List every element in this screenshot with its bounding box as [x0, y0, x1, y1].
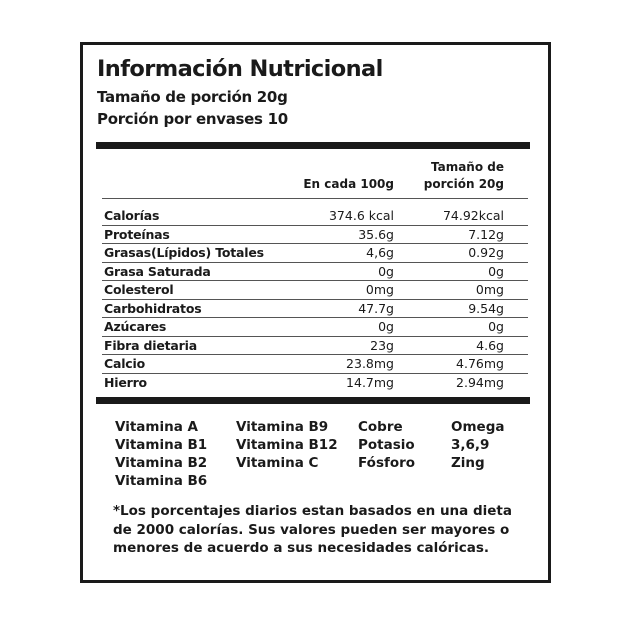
- nutrient-name: Carbohidratos: [104, 300, 202, 316]
- nutrient-name: Hierro: [104, 374, 147, 390]
- table-row: Calorías 374.6 kcal 74.92kcal: [102, 207, 528, 226]
- nutrient-name: Fibra dietaria: [104, 337, 197, 353]
- nutrient-name: Calcio: [104, 356, 145, 371]
- serving-size: Tamaño de porción 20g: [97, 88, 288, 106]
- value-serving: 74.92kcal: [442, 208, 504, 223]
- micronutrient-item: Vitamina B9: [236, 419, 329, 435]
- nutrient-name: Grasas(Lípidos) Totales: [104, 245, 264, 260]
- nutrient-name: Proteínas: [104, 226, 170, 242]
- table-row: Grasas(Lípidos) Totales 4,6g 0.92g: [102, 244, 528, 263]
- table-row: Grasa Saturada 0g 0g: [102, 263, 528, 281]
- micronutrient-item: Vitamina A: [115, 419, 198, 435]
- table-row: Carbohidratos 47.7g 9.54g: [102, 300, 528, 318]
- value-serving: 0g: [488, 319, 504, 334]
- column-header-serving-2: porción 20g: [423, 177, 504, 191]
- value-serving: 4.6g: [476, 337, 504, 353]
- column-header-per100: En cada 100g: [303, 177, 394, 191]
- value-serving: 4.76mg: [456, 356, 504, 371]
- micronutrient-item: Fósforo: [358, 455, 416, 471]
- nutrient-name: Grasa Saturada: [104, 263, 211, 279]
- micronutrient-item: Vitamina B2: [115, 455, 208, 471]
- nutrition-label-frame: [80, 42, 551, 583]
- micronutrient-item: 3,6,9: [451, 437, 490, 453]
- value-serving: 9.54g: [468, 300, 504, 316]
- label-title: Información Nutricional: [97, 56, 383, 82]
- value-per100: 0mg: [365, 282, 394, 297]
- column-header-serving-1: Tamaño de: [430, 160, 504, 174]
- top-divider-bar: [96, 142, 530, 149]
- micronutrient-item: Omega: [451, 419, 505, 435]
- value-per100: 35.6g: [358, 226, 394, 242]
- value-serving: 2.94mg: [456, 374, 504, 390]
- value-per100: 0g: [378, 319, 394, 334]
- nutrient-name: Colesterol: [104, 282, 174, 297]
- nutrient-name: Azúcares: [104, 319, 167, 334]
- micronutrient-item: Potasio: [358, 437, 415, 453]
- value-per100: 47.7g: [358, 300, 394, 316]
- table-row: Colesterol 0mg 0mg: [102, 281, 528, 300]
- micronutrient-item: Vitamina C: [236, 455, 319, 471]
- table-row: Hierro 14.7mg 2.94mg: [102, 374, 528, 393]
- table-row: Proteínas 35.6g 7.12g: [102, 226, 528, 244]
- value-serving: 0g: [488, 263, 504, 279]
- table-row: Azúcares 0g 0g: [102, 318, 528, 337]
- nutrient-name: Calorías: [104, 208, 160, 223]
- micronutrient-item: Vitamina B1: [115, 437, 208, 453]
- nutrition-table: Calorías 374.6 kcal 74.92kcal Proteínas 35.6…: [102, 207, 528, 392]
- micronutrient-item: Vitamina B6: [115, 473, 208, 489]
- value-serving: 0mg: [475, 282, 504, 297]
- value-per100: 23.8mg: [346, 356, 394, 371]
- table-row: Fibra dietaria 23g 4.6g: [102, 337, 528, 355]
- value-per100: 4,6g: [366, 245, 394, 260]
- servings-per-container: Porción por envases 10: [97, 110, 288, 128]
- micronutrient-item: Cobre: [358, 419, 403, 435]
- header-divider: [102, 198, 528, 199]
- table-row: Calcio 23.8mg 4.76mg: [102, 355, 528, 374]
- micronutrient-item: Zing: [451, 455, 485, 471]
- value-per100: 0g: [378, 263, 394, 279]
- value-per100: 374.6 kcal: [328, 208, 394, 223]
- micronutrient-item: Vitamina B12: [236, 437, 338, 453]
- footnote: *Los porcentajes diarios estan basados e…: [113, 503, 512, 556]
- bottom-divider-bar: [96, 397, 530, 404]
- value-per100: 14.7mg: [346, 374, 394, 390]
- value-serving: 7.12g: [468, 226, 504, 242]
- value-serving: 0.92g: [468, 245, 504, 260]
- value-per100: 23g: [370, 337, 394, 353]
